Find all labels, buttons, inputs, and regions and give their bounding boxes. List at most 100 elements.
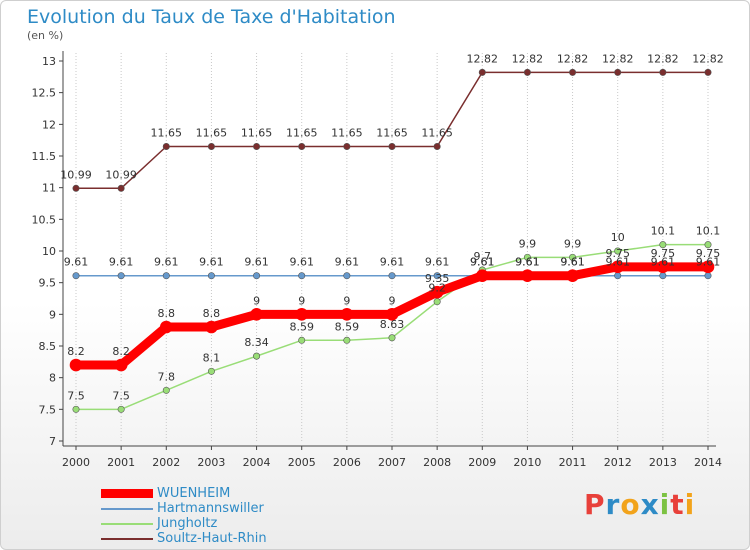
x-tick-label: 2011 [559, 456, 587, 469]
data-label: 11.65 [376, 127, 408, 140]
data-point [430, 285, 444, 299]
data-label: 10.99 [105, 168, 137, 181]
data-label: 9.61 [244, 256, 269, 269]
legend-item: WUENHEIM [101, 486, 267, 501]
data-label: 9.61 [470, 256, 495, 269]
x-tick-label: 2001 [107, 456, 135, 469]
x-tick-label: 2003 [197, 456, 225, 469]
logo-letter: r [605, 488, 621, 521]
legend-swatch [101, 537, 153, 540]
data-label: 9.61 [605, 256, 630, 269]
y-tick-label: 11.5 [32, 150, 57, 163]
data-label: 11.65 [331, 127, 363, 140]
legend-label: Hartmannswiller [157, 501, 264, 516]
data-point [295, 308, 309, 321]
data-label: 7.5 [112, 389, 130, 402]
x-tick-label: 2007 [378, 456, 406, 469]
data-point [343, 272, 351, 280]
data-label: 9.75 [605, 247, 630, 260]
data-label: 12.82 [512, 52, 544, 65]
data-point [340, 308, 354, 321]
data-point [433, 298, 441, 306]
x-tick-label: 2008 [423, 456, 451, 469]
proxiti-logo: Proxiti [584, 488, 695, 521]
y-tick-label: 11 [42, 182, 56, 195]
x-tick-label: 2000 [62, 456, 90, 469]
y-tick-label: 9.5 [39, 277, 57, 290]
legend-swatch [101, 522, 153, 525]
data-label: 12.82 [602, 52, 634, 65]
data-label: 8.59 [289, 320, 314, 333]
legend-label: Jungholtz [157, 516, 218, 531]
data-point [614, 68, 622, 76]
logo-letter: i [684, 488, 696, 521]
data-point [704, 68, 712, 76]
data-label: 11.65 [286, 127, 318, 140]
data-point [385, 308, 399, 321]
data-point [253, 272, 261, 280]
data-point [611, 260, 625, 274]
data-label: 12.82 [692, 52, 724, 65]
data-label: 9.61 [289, 256, 314, 269]
data-point [659, 241, 667, 249]
logo-letter: x [640, 488, 660, 521]
data-point [162, 386, 170, 394]
logo-letter: i [659, 488, 671, 521]
x-tick-label: 2009 [468, 456, 496, 469]
data-label: 11.65 [151, 127, 183, 140]
data-point [614, 247, 622, 255]
data-label: 8.63 [380, 318, 405, 331]
data-point [433, 272, 441, 280]
data-label: 9.61 [109, 256, 134, 269]
data-label: 9.61 [651, 256, 676, 269]
data-label: 9.61 [154, 256, 179, 269]
data-label: 9.61 [335, 256, 360, 269]
legend-item: Hartmannswiller [101, 501, 267, 516]
x-tick-label: 2002 [152, 456, 180, 469]
data-point [207, 367, 215, 375]
y-tick-label: 12.5 [32, 87, 57, 100]
data-label: 9.61 [560, 256, 585, 269]
data-point [343, 336, 351, 344]
data-label: 9.9 [519, 237, 537, 250]
data-point [388, 334, 396, 342]
data-point [298, 336, 306, 344]
data-label: 9.7 [474, 250, 492, 263]
data-label: 9.61 [380, 256, 405, 269]
x-tick-label: 2004 [243, 456, 271, 469]
data-label: 9 [389, 294, 396, 307]
data-point [72, 272, 80, 280]
data-point [162, 143, 170, 151]
data-point [569, 68, 577, 76]
y-axis-unit-label: (en %) [27, 29, 64, 42]
legend: WUENHEIM Hartmannswiller Jungholtz Soultz-H… [101, 486, 267, 546]
data-point [566, 269, 579, 283]
data-label: 12.82 [647, 52, 679, 65]
data-label: 10.1 [651, 225, 676, 238]
data-label: 11.65 [196, 127, 228, 140]
data-point [298, 143, 306, 151]
data-label: 9.61 [560, 256, 585, 269]
legend-label: Soultz-Haut-Rhin [157, 531, 267, 546]
logo-letter: t [670, 488, 685, 521]
data-point [521, 269, 534, 283]
x-tick-label: 2013 [649, 456, 677, 469]
data-label: 9.9 [564, 237, 582, 250]
y-tick-label: 7 [49, 435, 56, 448]
data-point [159, 320, 173, 334]
data-point [253, 143, 261, 151]
data-label: 9.61 [425, 256, 450, 269]
y-tick-label: 10.5 [32, 213, 57, 226]
data-point [298, 272, 306, 280]
data-label: 9.61 [515, 256, 540, 269]
data-label: 7.5 [67, 389, 85, 402]
x-tick-label: 2012 [604, 456, 632, 469]
data-point [388, 143, 396, 151]
data-point [117, 272, 125, 280]
data-point [704, 272, 712, 280]
data-point [701, 260, 715, 274]
y-tick-label: 9 [49, 308, 56, 321]
legend-label: WUENHEIM [157, 486, 231, 501]
data-point [704, 241, 712, 249]
